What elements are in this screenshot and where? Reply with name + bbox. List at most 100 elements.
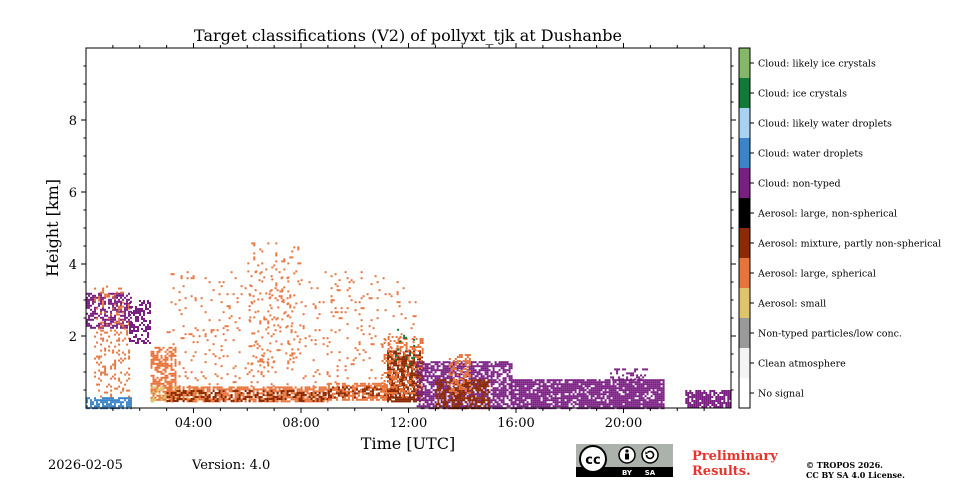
class-pixel	[98, 405, 100, 408]
class-pixel	[536, 393, 539, 396]
class-pixel	[528, 389, 531, 392]
class-pixel	[274, 287, 277, 290]
class-pixel	[316, 394, 319, 396]
class-pixel	[538, 401, 541, 404]
class-pixel	[640, 387, 643, 390]
class-pixel	[404, 317, 407, 320]
class-pixel	[446, 365, 449, 368]
class-pixel	[487, 385, 490, 388]
class-pixel	[556, 399, 559, 402]
class-pixel	[266, 361, 269, 364]
class-pixel	[362, 359, 365, 362]
class-pixel	[498, 405, 501, 408]
class-pixel	[251, 362, 254, 365]
class-pixel	[444, 367, 447, 370]
class-pixel	[256, 347, 259, 350]
class-pixel	[220, 365, 223, 368]
class-pixel	[476, 373, 479, 376]
class-pixel	[415, 400, 417, 403]
class-pixel	[415, 368, 418, 370]
class-pixel	[114, 316, 116, 319]
class-pixel	[106, 314, 108, 317]
class-pixel	[428, 393, 431, 396]
class-pixel	[293, 294, 296, 297]
class-pixel	[102, 305, 105, 308]
class-pixel	[418, 403, 421, 406]
class-pixel	[506, 361, 509, 364]
class-pixel	[389, 388, 391, 391]
class-pixel	[172, 287, 175, 290]
class-pixel	[624, 403, 627, 406]
class-pixel	[618, 405, 621, 408]
class-pixel	[518, 387, 521, 390]
class-pixel	[526, 383, 529, 386]
class-pixel	[324, 392, 327, 394]
class-pixel	[483, 393, 486, 396]
class-pixel	[554, 403, 557, 406]
class-pixel	[104, 293, 107, 296]
class-pixel	[432, 369, 435, 372]
class-pixel	[212, 390, 215, 392]
class-pixel	[528, 385, 531, 388]
class-pixel	[289, 256, 292, 259]
class-pixel	[98, 357, 101, 360]
class-pixel	[475, 389, 478, 392]
class-pixel	[118, 322, 120, 325]
class-pixel	[576, 387, 579, 390]
class-pixel	[369, 398, 372, 401]
class-pixel	[391, 394, 394, 396]
class-pixel	[194, 351, 197, 354]
class-pixel	[446, 405, 449, 408]
class-pixel	[316, 398, 319, 400]
class-pixel	[471, 387, 474, 390]
class-pixel	[387, 344, 390, 346]
class-pixel	[455, 389, 458, 392]
class-pixel	[236, 386, 239, 389]
class-pixel	[632, 401, 635, 404]
class-pixel	[86, 401, 88, 404]
class-pixel	[383, 394, 386, 397]
class-pixel	[164, 366, 167, 369]
class-pixel	[330, 295, 333, 298]
class-pixel	[88, 298, 90, 301]
class-pixel	[373, 388, 376, 391]
class-pixel	[462, 388, 465, 390]
class-pixel	[411, 382, 413, 385]
class-pixel	[202, 386, 205, 389]
class-pixel	[218, 398, 221, 401]
class-pixel	[383, 338, 386, 340]
class-pixel	[104, 314, 106, 317]
class-pixel	[263, 318, 266, 321]
class-pixel	[471, 395, 474, 398]
class-pixel	[170, 358, 173, 361]
class-pixel	[210, 329, 213, 332]
class-pixel	[276, 398, 279, 400]
class-pixel	[496, 381, 499, 384]
class-pixel	[262, 390, 265, 392]
class-pixel	[190, 333, 193, 336]
class-pixel	[516, 381, 519, 384]
class-pixel	[174, 350, 177, 353]
class-pixel	[538, 379, 541, 382]
class-pixel	[490, 363, 493, 366]
class-pixel	[456, 362, 459, 364]
class-pixel	[371, 392, 374, 395]
class-pixel	[90, 304, 92, 307]
class-pixel	[636, 389, 639, 392]
class-pixel	[335, 388, 338, 391]
class-pixel	[415, 394, 417, 397]
class-pixel	[417, 374, 419, 377]
class-pixel	[422, 367, 425, 370]
class-pixel	[279, 326, 282, 329]
class-pixel	[314, 390, 317, 393]
class-pixel	[216, 388, 219, 391]
class-pixel	[246, 386, 249, 389]
class-pixel	[114, 359, 117, 362]
class-pixel	[102, 301, 105, 304]
class-pixel	[472, 365, 475, 368]
class-pixel	[102, 337, 105, 340]
class-pixel	[389, 396, 391, 399]
class-pixel	[214, 394, 217, 396]
class-pixel	[92, 314, 94, 317]
class-pixel	[409, 350, 411, 353]
